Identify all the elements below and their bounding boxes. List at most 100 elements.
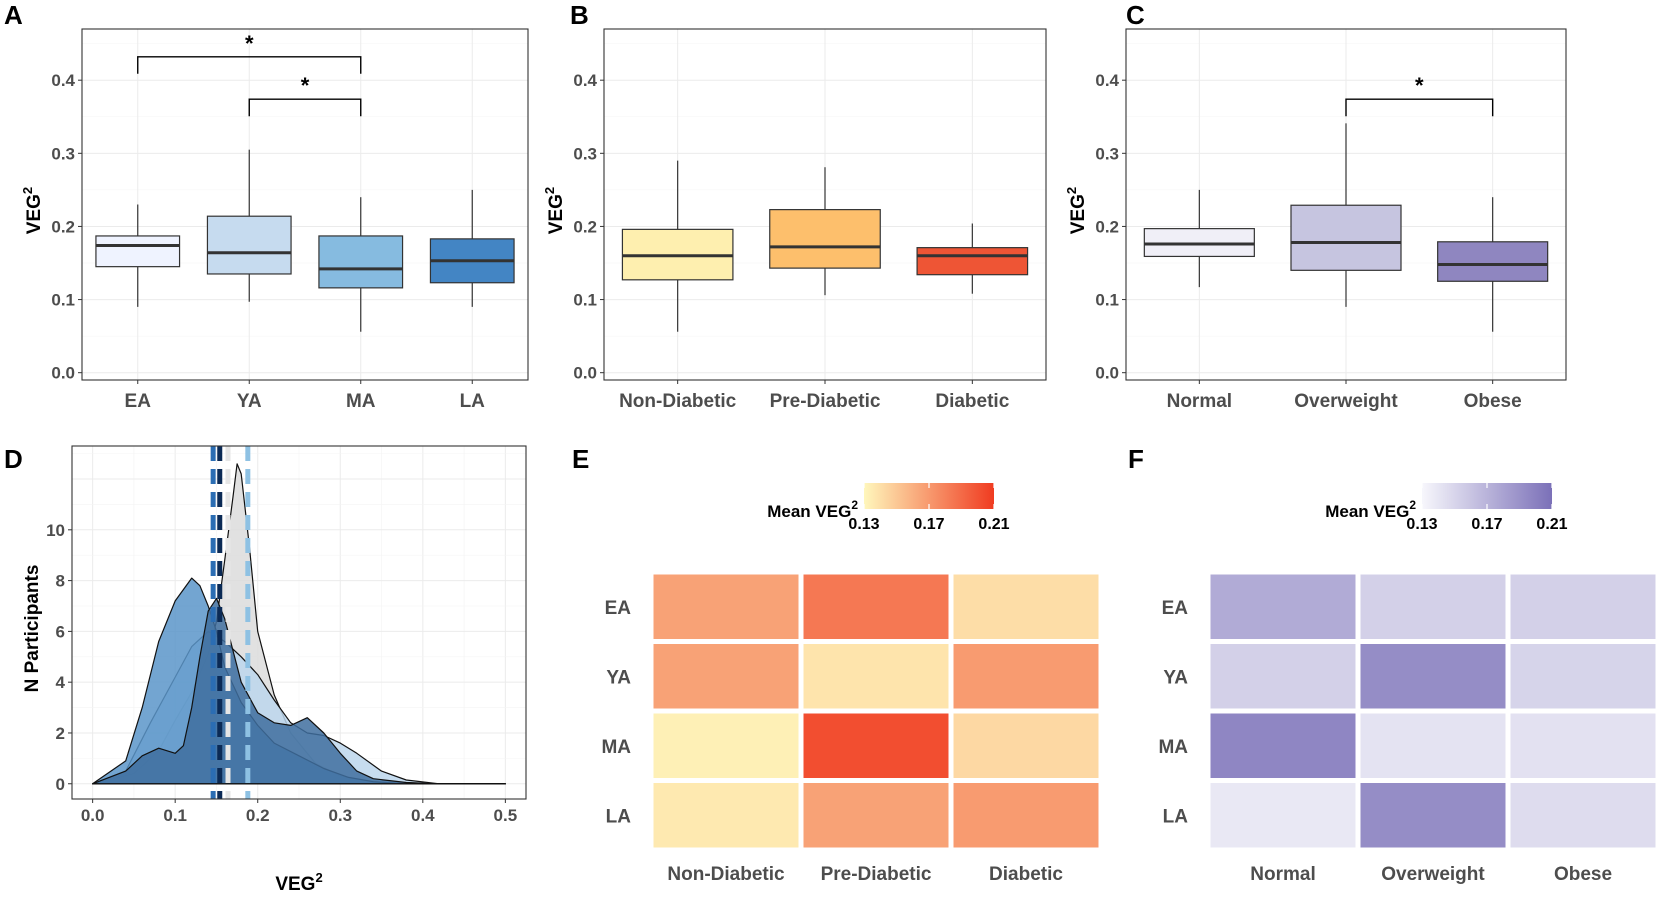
significance-label: * <box>1415 73 1424 98</box>
heatmap-cell-la-normal <box>1205 778 1361 853</box>
x-tick-label: 0.1 <box>163 806 187 825</box>
heatmap-cell-la-obese <box>1505 778 1661 853</box>
y-tick-label: 6 <box>56 622 65 641</box>
y-axis-title: VEG2 <box>542 187 567 234</box>
heatmap-cell-ya-non-diabetic <box>648 639 804 714</box>
y-tick-label: 0.1 <box>51 291 75 310</box>
y-tick-label: 0.2 <box>1095 217 1119 236</box>
row-label: EA <box>605 598 632 619</box>
legend-tick-label: 0.21 <box>1536 516 1567 533</box>
column-label: Overweight <box>1381 864 1485 885</box>
heatmap-cell-ea-diabetic <box>948 569 1104 644</box>
heatmap-cell-ma-obese <box>1505 708 1661 783</box>
heatmap-cell-ma-pre-diabetic <box>798 708 954 783</box>
box-ya <box>206 149 292 302</box>
row-label: YA <box>1163 667 1188 688</box>
column-label: Pre-Diabetic <box>821 864 932 885</box>
y-tick-label: 0.0 <box>51 364 75 383</box>
column-label: Normal <box>1250 864 1315 885</box>
heatmap-cell-la-diabetic <box>948 778 1104 853</box>
panel-letter-e: E <box>572 444 589 474</box>
panel-letter-f: F <box>1128 444 1144 474</box>
x-tick-label: 0.3 <box>328 806 352 825</box>
x-tick-label: Non-Diabetic <box>619 391 737 412</box>
x-tick-label: LA <box>460 391 486 412</box>
legend-tick-label: 0.13 <box>848 516 879 533</box>
y-tick-label: 0.2 <box>573 217 597 236</box>
heatmap-cell-ya-obese <box>1505 639 1661 714</box>
bracket-line <box>137 56 362 74</box>
box-ea <box>95 204 181 307</box>
panel-border <box>81 28 529 381</box>
legend-title: Mean VEG2 <box>767 498 858 521</box>
box-plot-age: * * 0.0 0.1 0.2 0.3 0.4 EA YA MA LA VEG2 <box>20 28 529 412</box>
y-tick-label: 10 <box>46 521 65 540</box>
heatmap-cell-la-pre-diabetic <box>798 778 954 853</box>
row-label: LA <box>606 806 632 827</box>
y-tick-label: 2 <box>56 724 65 743</box>
x-axis-title: VEG2 <box>275 870 322 895</box>
heatmap-cell-ea-pre-diabetic <box>798 569 954 644</box>
x-tick-label: Obese <box>1464 391 1522 412</box>
x-tick-label: Overweight <box>1294 391 1398 412</box>
y-tick-label: 4 <box>56 673 66 692</box>
x-tick-label: MA <box>346 391 376 412</box>
heatmap-cell-ya-overweight <box>1355 639 1511 714</box>
heatmap-cell-ma-overweight <box>1355 708 1511 783</box>
y-tick-label: 0.4 <box>1095 71 1119 90</box>
y-tick-label: 0.1 <box>1095 291 1119 310</box>
x-tick-label: 0.4 <box>411 806 435 825</box>
legend-tick-label: 0.21 <box>978 516 1009 533</box>
bracket-line <box>1345 98 1494 117</box>
density-plot: 0.0 0.1 0.2 0.3 0.4 0.5 0 2 4 6 8 10 VEG2 N Participa… <box>22 445 527 895</box>
column-label: Diabetic <box>989 864 1063 885</box>
box-iqr <box>769 209 881 269</box>
significance-bracket: * <box>1345 73 1494 117</box>
box-plot-bmi: * 0.0 0.1 0.2 0.3 0.4 Normal Overweight Obese VEG… <box>1064 28 1567 412</box>
heatmap-cell-ya-pre-diabetic <box>798 639 954 714</box>
x-tick-label: Pre-Diabetic <box>770 391 881 412</box>
y-tick-label: 0.4 <box>51 71 75 90</box>
row-label: MA <box>1158 737 1188 758</box>
heatmap-cell-ma-non-diabetic <box>648 708 804 783</box>
y-tick-label: 0.4 <box>573 71 597 90</box>
box-normal <box>1143 189 1255 288</box>
heatmap-cell-ma-normal <box>1205 708 1361 783</box>
heatmap-diabetes: EA YA MA LA Non-Diabetic Pre-Diabetic Diabetic… <box>601 483 1104 885</box>
y-axis-title: VEG2 <box>1064 187 1089 234</box>
row-label: YA <box>606 667 631 688</box>
box-la <box>429 189 515 307</box>
x-tick-label: 0.2 <box>246 806 270 825</box>
x-tick-label: EA <box>125 391 152 412</box>
box-iqr <box>95 235 181 268</box>
y-tick-label: 0.1 <box>573 291 597 310</box>
column-label: Obese <box>1554 864 1612 885</box>
row-label: LA <box>1163 806 1189 827</box>
row-label: MA <box>601 737 631 758</box>
heatmap-cell-ea-obese <box>1505 569 1661 644</box>
box-pre-diabetic <box>769 167 881 296</box>
y-tick-label: 0 <box>56 775 65 794</box>
heatmap-cell-ea-normal <box>1205 569 1361 644</box>
box-non-diabetic <box>621 160 734 332</box>
row-label: EA <box>1162 598 1189 619</box>
significance-bracket: * <box>137 31 362 74</box>
box-iqr <box>916 247 1029 276</box>
x-tick-label: Normal <box>1167 391 1232 412</box>
heatmap-cell-ea-non-diabetic <box>648 569 804 644</box>
box-iqr <box>1437 241 1549 282</box>
box-iqr <box>318 235 404 289</box>
column-label: Non-Diabetic <box>667 864 785 885</box>
x-tick-label: YA <box>237 391 262 412</box>
box-plot-diabetes: 0.0 0.1 0.2 0.3 0.4 Non-Diabetic Pre-Diabetic D… <box>542 28 1047 412</box>
y-axis-title: N Participants <box>22 565 43 693</box>
x-tick-label: 0.5 <box>494 806 518 825</box>
heatmap-cell-la-non-diabetic <box>648 778 804 853</box>
y-tick-label: 0.3 <box>51 144 75 163</box>
y-tick-label: 8 <box>56 572 65 591</box>
legend-tick-label: 0.17 <box>1471 516 1502 533</box>
y-tick-label: 0.2 <box>51 217 75 236</box>
y-tick-label: 0.3 <box>573 144 597 163</box>
significance-label: * <box>301 73 310 98</box>
legend-title: Mean VEG2 <box>1325 498 1416 521</box>
